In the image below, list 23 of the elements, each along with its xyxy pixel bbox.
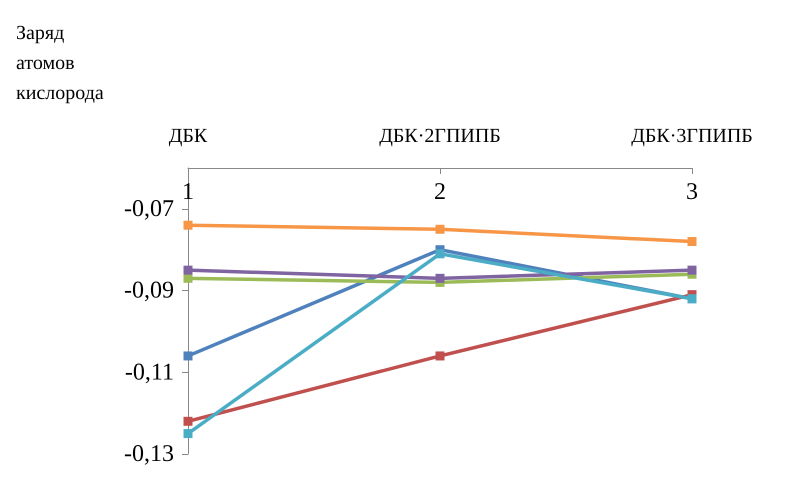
point xyxy=(184,429,192,438)
x2-tick-label: ДБК xyxy=(168,125,208,147)
x-tick-label: 3 xyxy=(686,179,698,205)
x-tick-label: 2 xyxy=(434,179,446,205)
point xyxy=(436,224,444,234)
y-axis-title: Заряд атомов кислорода xyxy=(16,22,104,104)
y-tick-label: -0,13 xyxy=(124,441,174,467)
point xyxy=(184,266,192,275)
point xyxy=(184,274,192,283)
point xyxy=(688,266,696,275)
point xyxy=(436,351,444,360)
point xyxy=(184,416,192,426)
point xyxy=(436,274,444,283)
x2-tick-label: ДБК·2ГПИПБ xyxy=(379,125,501,147)
point xyxy=(436,249,444,258)
y-tick-label: -0,07 xyxy=(124,196,174,222)
x-tick-label: 1 xyxy=(182,179,194,205)
point xyxy=(688,237,696,246)
x2-tick-label: ДБК·3ГПИПБ xyxy=(631,125,753,147)
y-tick-label: -0,11 xyxy=(124,359,174,386)
y-tick-label: -0,09 xyxy=(124,278,174,304)
point xyxy=(184,351,192,360)
point xyxy=(184,220,192,230)
